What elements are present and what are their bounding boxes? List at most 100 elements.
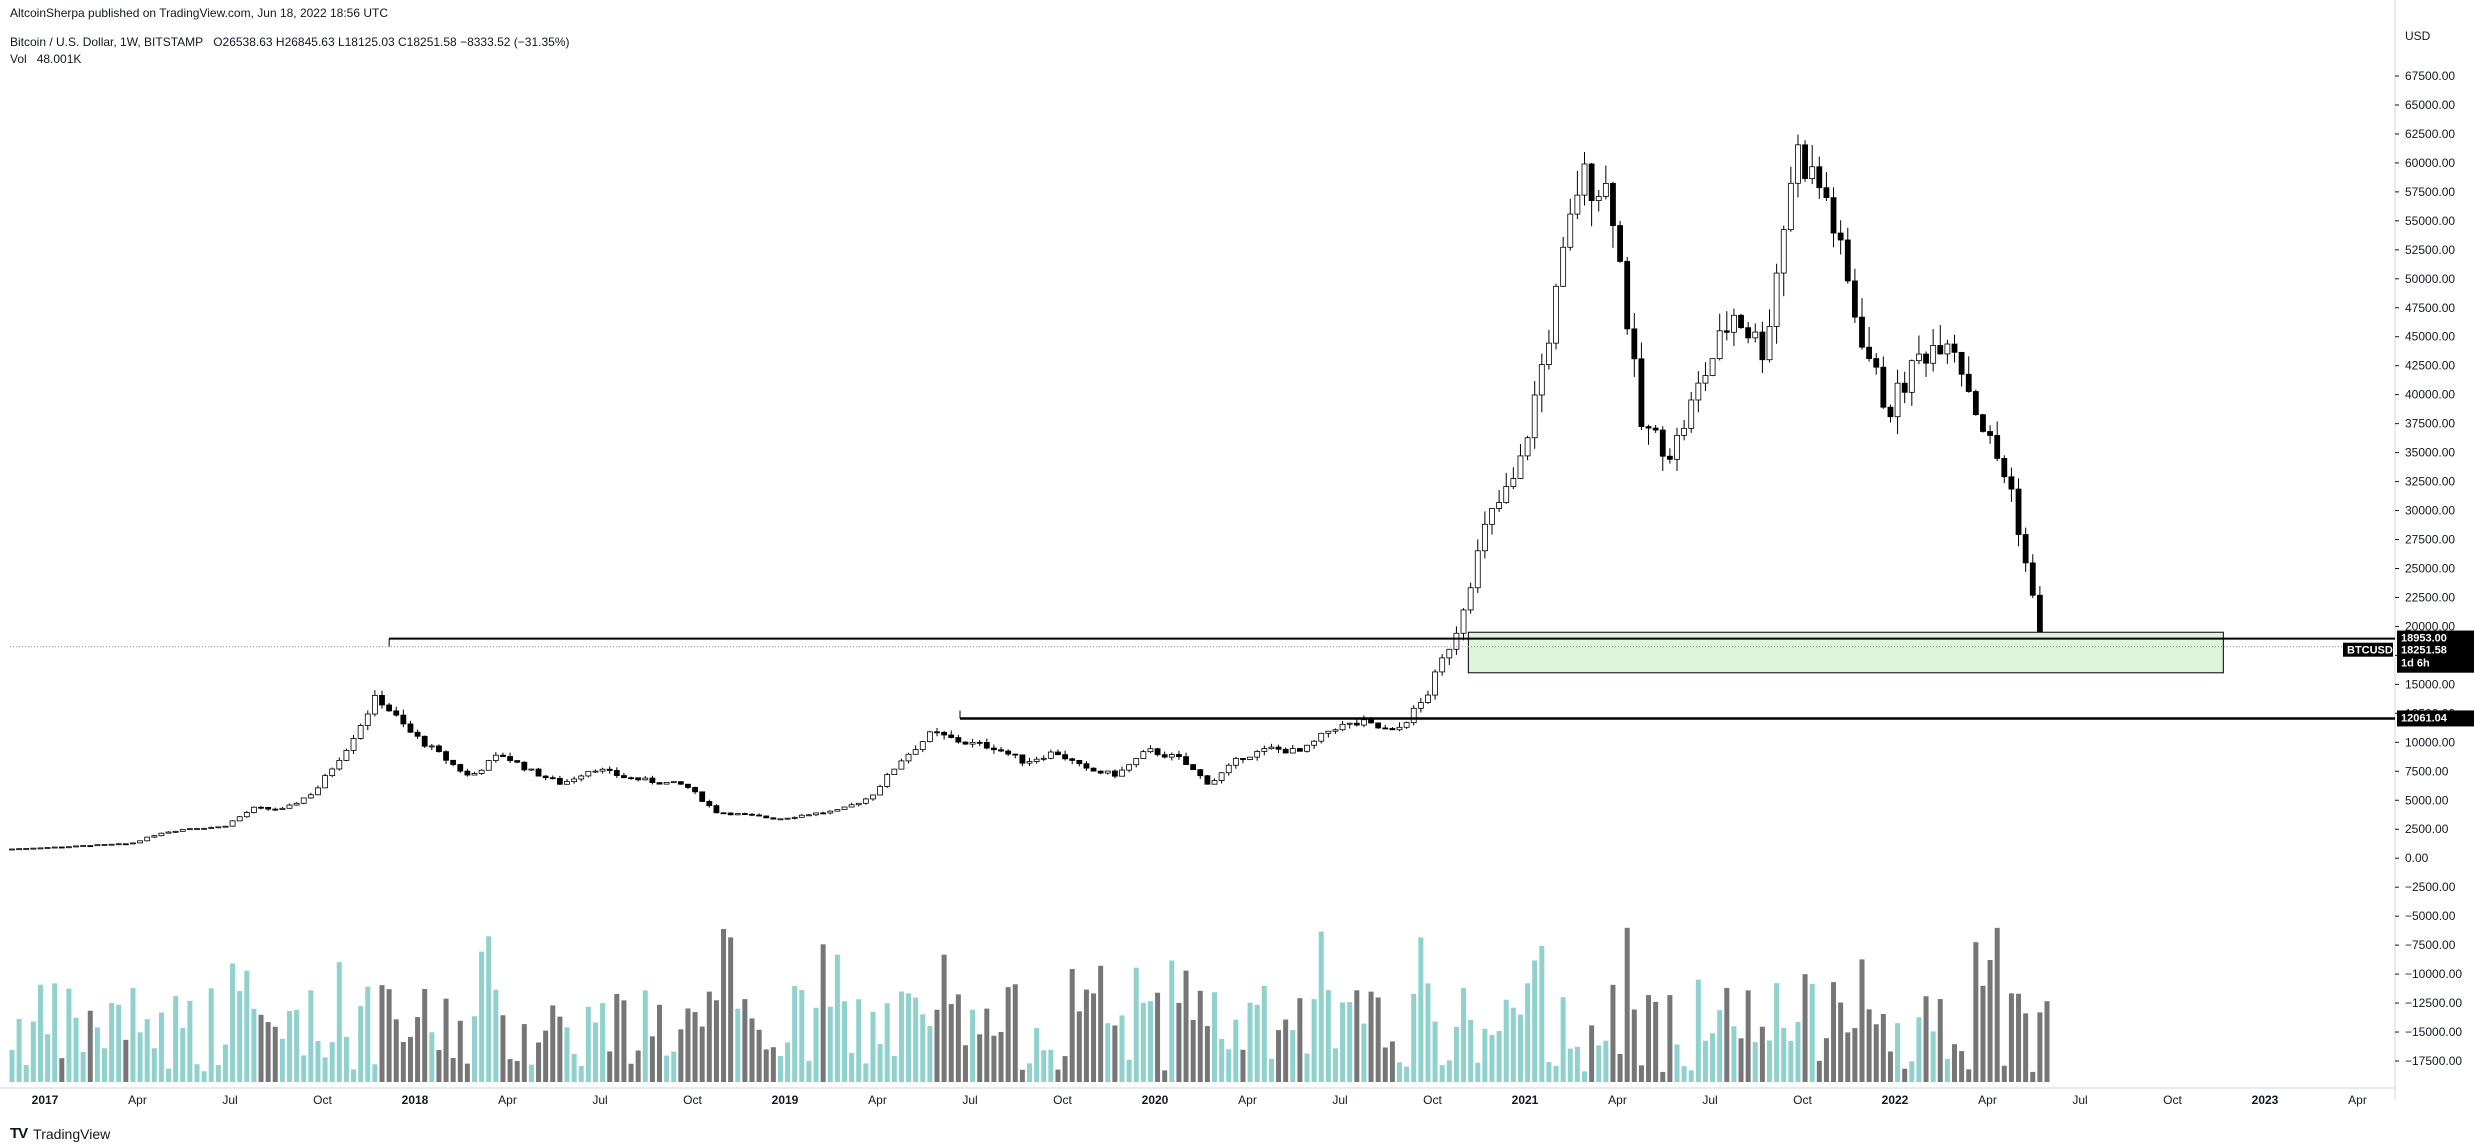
volume-bar xyxy=(450,1057,456,1082)
candle-body xyxy=(1197,769,1204,777)
candle-body xyxy=(443,751,449,761)
volume-bar xyxy=(806,1060,812,1082)
candle-body xyxy=(1460,609,1467,634)
candle-body xyxy=(1055,751,1061,756)
candle-body xyxy=(1695,382,1702,401)
volume-bar xyxy=(1119,1015,1125,1082)
volume-bar xyxy=(934,1009,940,1082)
volume-bar xyxy=(1539,945,1545,1082)
time-tick-label: Apr xyxy=(1978,1093,1997,1107)
candle-body xyxy=(315,787,321,796)
candle-body xyxy=(919,741,926,750)
volume-bar xyxy=(1382,1047,1388,1082)
price-tag-bg xyxy=(2397,642,2474,673)
volume-bar xyxy=(1226,1049,1232,1082)
candle-body xyxy=(251,806,257,813)
candle-body xyxy=(1069,758,1076,761)
price-tag-text: 18953.00 xyxy=(2401,633,2447,645)
candle-body xyxy=(1809,166,1816,179)
candle-body xyxy=(770,817,777,820)
candles-group xyxy=(9,134,2050,851)
price-tick-label: 32500.00 xyxy=(2405,475,2455,489)
candle-body xyxy=(542,775,549,779)
volume-bar xyxy=(1823,1038,1829,1082)
volume-bar xyxy=(1660,1071,1666,1082)
candle-body xyxy=(265,807,272,810)
candle-body xyxy=(1005,750,1012,755)
time-tick-label: Jul xyxy=(962,1093,977,1107)
volume-bar xyxy=(785,1042,791,1082)
candle-body xyxy=(1645,426,1652,429)
volume-bar xyxy=(777,1056,783,1082)
volume-label: Vol xyxy=(10,52,27,66)
candle-body xyxy=(1560,246,1567,287)
price-tag-12061: 12061.04 xyxy=(2397,710,2474,727)
volume-bar xyxy=(1994,927,2000,1082)
volume-bar xyxy=(1012,984,1018,1082)
candle-body xyxy=(784,817,791,820)
candle-body xyxy=(279,807,286,810)
candle-body xyxy=(1425,694,1431,703)
volume-bar xyxy=(664,1055,670,1082)
candle-body xyxy=(1083,763,1090,769)
candle-body xyxy=(1161,754,1168,758)
volume-bar xyxy=(1788,1040,1794,1082)
candle-body xyxy=(165,831,172,834)
volume-bar xyxy=(920,1014,926,1082)
candle-body xyxy=(1538,364,1545,396)
volume-bar xyxy=(1240,1049,1246,1082)
candle-body xyxy=(1474,550,1481,589)
candle-body xyxy=(976,741,983,744)
candle-body xyxy=(1510,478,1517,487)
volume-bar xyxy=(1866,1009,1872,1082)
candle-body xyxy=(286,804,293,809)
candle-body xyxy=(1531,394,1538,439)
candle-body xyxy=(521,761,528,771)
volume-bar xyxy=(130,987,136,1082)
ohlc-values: O26538.63 H26845.63 L18125.03 C18251.58 … xyxy=(213,35,570,49)
candle-body xyxy=(1176,754,1182,758)
volume-bar xyxy=(1297,998,1303,1082)
volume-bar xyxy=(1091,993,1097,1082)
candle-body xyxy=(621,775,627,779)
volume-bar xyxy=(1895,1023,1901,1082)
candle-body xyxy=(1595,196,1602,201)
candle-body xyxy=(471,773,478,776)
volume-bar xyxy=(1126,1059,1132,1082)
volume-bar xyxy=(1254,1004,1260,1082)
candle-body xyxy=(1304,744,1310,752)
candle-body xyxy=(492,754,499,761)
volume-bar xyxy=(2023,1013,2029,1082)
volume-bar xyxy=(1389,1041,1395,1082)
volume-bar xyxy=(543,1030,549,1082)
candle-body xyxy=(158,832,165,837)
volume-bar xyxy=(706,991,712,1082)
volume-bar xyxy=(1197,990,1203,1082)
candle-body xyxy=(1866,346,1873,359)
candle-body xyxy=(813,812,819,816)
candle-body xyxy=(1716,330,1723,360)
volume-bar xyxy=(1880,1013,1886,1082)
volume-bar xyxy=(23,1065,29,1082)
volume-bar xyxy=(1610,984,1616,1082)
volume-bar xyxy=(1987,959,1993,1082)
volume-bar xyxy=(2044,1001,2050,1082)
volume-bar xyxy=(1496,1030,1502,1082)
volume-bar xyxy=(1638,1065,1644,1082)
candle-body xyxy=(151,835,158,838)
volume-bar xyxy=(1112,1025,1118,1082)
volume-bar xyxy=(585,1006,591,1082)
price-tick-label: 15000.00 xyxy=(2405,677,2455,691)
volume-bar xyxy=(1596,1045,1602,1082)
candle-body xyxy=(208,827,215,829)
candle-body xyxy=(628,777,634,780)
price-tick-label: −7500.00 xyxy=(2405,938,2456,952)
volume-bar xyxy=(884,1003,890,1082)
candle-body xyxy=(130,842,136,845)
candle-body xyxy=(1311,740,1318,746)
volume-bar xyxy=(635,1050,641,1082)
volume-bar xyxy=(372,1064,378,1082)
candle-body xyxy=(1773,272,1780,327)
volume-bar xyxy=(870,1011,876,1082)
